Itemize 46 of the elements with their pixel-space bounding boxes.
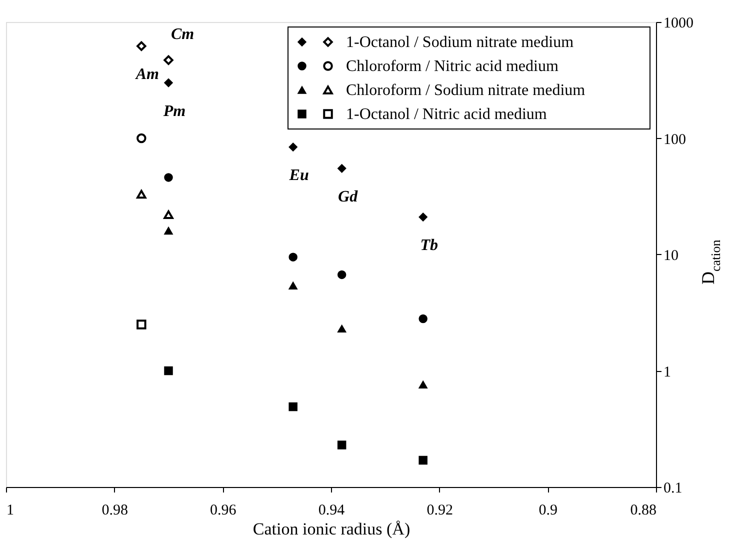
point [337,270,346,280]
point [337,164,346,173]
annotation: Eu [288,167,309,184]
y-tick-label: 1000 [664,16,694,32]
point [164,366,173,376]
point [164,55,174,65]
legend-label: 1-Octanol / Nitric acid medium [346,106,548,123]
annotation: Gd [338,188,359,206]
y-tick-label: 10 [664,248,678,264]
point [164,173,173,182]
y-tick-label: 1 [664,364,671,380]
x-tick-label: 0.94 [318,502,346,518]
annotation: Am [134,66,159,84]
annotation: Cm [170,26,194,44]
x-tick-label: 1 [6,502,14,518]
point [136,133,146,144]
legend-label: Chloroform / Nitric acid medium [346,58,559,75]
point [164,78,173,88]
y-tick-label: 100 [664,132,686,148]
x-tick-label: 0.88 [630,502,656,518]
point [337,440,346,450]
point [418,456,428,465]
point [418,380,428,388]
x-tick-label: 0.98 [102,502,128,518]
point [288,252,298,262]
point [418,212,428,222]
point [288,282,298,290]
point [418,314,428,324]
point [337,324,346,333]
point [288,402,298,412]
x-tick-label: 0.9 [538,502,558,518]
point [164,226,173,235]
x-axis-title: Cation ionic radius (Å) [252,520,410,538]
annotation: Tb [420,237,438,254]
point [164,210,174,220]
legend-label: Chloroform / Sodium nitrate medium [346,82,586,99]
y-axis-title: Dcation [698,239,723,284]
y-tick-label: 0.1 [664,480,682,496]
point [288,142,298,152]
point [136,190,146,199]
x-tick-label: 0.96 [210,502,237,518]
x-tick-label: 0.92 [426,502,453,518]
annotation: Pm [162,102,186,120]
point [136,41,146,52]
point [136,320,146,330]
legend-label: 1-Octanol / Sodium nitrate medium [346,34,574,51]
